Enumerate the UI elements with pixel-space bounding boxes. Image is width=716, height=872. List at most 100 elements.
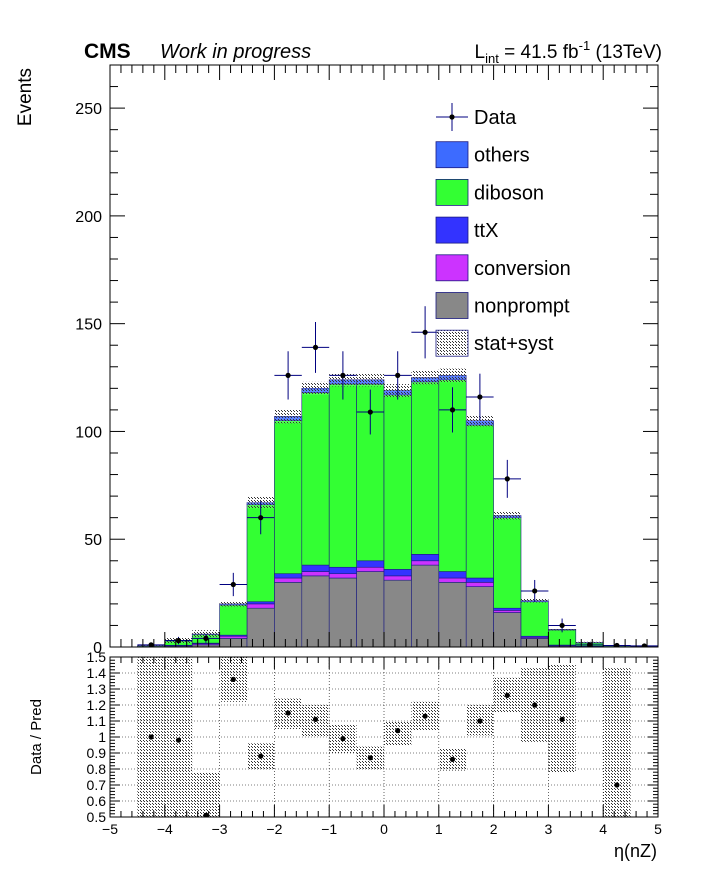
legend-swatch (435, 216, 469, 244)
legend-item-diboson: diboson (435, 178, 544, 206)
bar-ttX (383, 569, 412, 577)
ratio-point (340, 736, 346, 742)
bar-ttX (411, 554, 440, 562)
legend-swatch (435, 178, 469, 206)
y-tick-label: 50 (84, 532, 102, 549)
x-tick-label: 1 (435, 821, 443, 837)
bar-conversion (274, 577, 303, 583)
x-tick-label: −2 (266, 821, 282, 837)
data-point (641, 643, 647, 647)
uncertainty-bin (274, 409, 302, 424)
uncertainty-bin (356, 373, 384, 387)
bar-ttX (356, 560, 385, 568)
ratio-y-tick-label: 1.1 (87, 713, 107, 729)
bar-conversion (465, 582, 494, 587)
ratio-point (449, 756, 456, 763)
uncertainty-bin (301, 381, 330, 395)
bar-conversion (246, 603, 275, 609)
y-tick-label: 100 (75, 424, 102, 441)
ratio-band-bin (192, 772, 220, 817)
bar-nonprompt (438, 582, 467, 647)
bar-ttX (438, 571, 467, 579)
legend-swatch (435, 329, 469, 357)
legend-item-data: Data (436, 103, 517, 131)
ratio-y-axis-title: Data / Pred (28, 699, 45, 775)
data-point (340, 372, 346, 378)
legend-label: diboson (474, 182, 544, 204)
ratio-point (532, 702, 538, 708)
bar-conversion (219, 635, 248, 639)
bar-nonprompt (328, 577, 357, 647)
uncertainty-bin (438, 368, 467, 383)
legend-label: ttX (474, 220, 498, 242)
ratio-y-tick-label: 0.7 (87, 777, 107, 793)
bar-ttX (328, 566, 357, 575)
legend-item-statsyst: stat+syst (435, 329, 554, 357)
bar-diboson (520, 601, 549, 637)
ratio-points (148, 676, 620, 817)
data-point (504, 476, 510, 482)
ratio-y-tick-label: 1.5 (87, 649, 107, 665)
data-point (614, 642, 620, 647)
ratio-point (258, 753, 264, 759)
x-tick-label: 3 (545, 821, 553, 837)
legend-swatch (435, 292, 469, 319)
data-point (532, 588, 538, 594)
ratio-plot: 0.50.60.70.80.911.11.21.31.41.5 −5 −4 −3 −2… (28, 649, 662, 861)
x-axis: −5 −4 −3 −2 −1 0 1 2 3 4 5 (102, 657, 662, 837)
data-points (137, 306, 658, 647)
bar-diboson (328, 383, 357, 568)
uncertainty-bin (219, 601, 247, 607)
data-point (230, 581, 236, 588)
bar-diboson (411, 381, 440, 555)
ratio-point (230, 676, 236, 683)
data-point (312, 344, 319, 350)
ratio-point (285, 710, 291, 716)
ratio-y-tick-label: 1.3 (87, 681, 107, 697)
bar-diboson (383, 394, 412, 570)
bar-conversion (356, 566, 385, 572)
bar-nonprompt (246, 607, 275, 647)
ratio-y-tick-label: 0.5 (87, 809, 107, 825)
bar-ttX (301, 564, 330, 572)
bar-diboson (465, 424, 494, 579)
ratio-band-bin (164, 657, 193, 817)
y-tick-label: 200 (75, 209, 102, 226)
bar-nonprompt (274, 582, 303, 647)
legend: Data others diboson ttX conversion nonprompt s… (435, 103, 571, 357)
bar-diboson (274, 420, 303, 575)
uncertainty-bin (493, 511, 521, 520)
bar-ttX (246, 601, 275, 605)
ratio-y-tick-label: 0.6 (87, 793, 107, 809)
bar-nonprompt (465, 586, 494, 647)
legend-swatch (435, 141, 469, 169)
legend-swatch (435, 254, 469, 282)
uncertainty-bin (466, 415, 494, 427)
data-point (559, 622, 565, 629)
ratio-point (367, 755, 373, 761)
ratio-point (477, 718, 483, 724)
ratio-band-bin (603, 668, 631, 817)
y-tick-label: 0 (93, 640, 102, 657)
bar-nonprompt (411, 564, 440, 647)
ratio-y-tick-label: 0.9 (87, 745, 107, 761)
legend-label: others (474, 145, 530, 167)
data-point (285, 372, 291, 378)
ratio-point (175, 737, 182, 743)
x-tick-label: 5 (654, 821, 662, 837)
x-tick-label: −3 (212, 821, 228, 837)
main-y-axis: 0 50 100 150 200 250 (75, 64, 658, 657)
bar-conversion (411, 560, 440, 566)
ratio-point (148, 734, 154, 740)
x-tick-label: −4 (157, 821, 173, 837)
data-point (477, 394, 483, 400)
status-label: Work in progress (160, 41, 311, 63)
main-x-ticks (109, 65, 659, 647)
legend-label: Data (474, 107, 517, 129)
lumi-label: Lint = 41.5 fb-1 (13TeV) (475, 38, 662, 66)
experiment-label: CMS (84, 40, 131, 63)
data-point (586, 642, 593, 647)
legend-label: conversion (474, 258, 571, 280)
data-point (203, 635, 209, 641)
